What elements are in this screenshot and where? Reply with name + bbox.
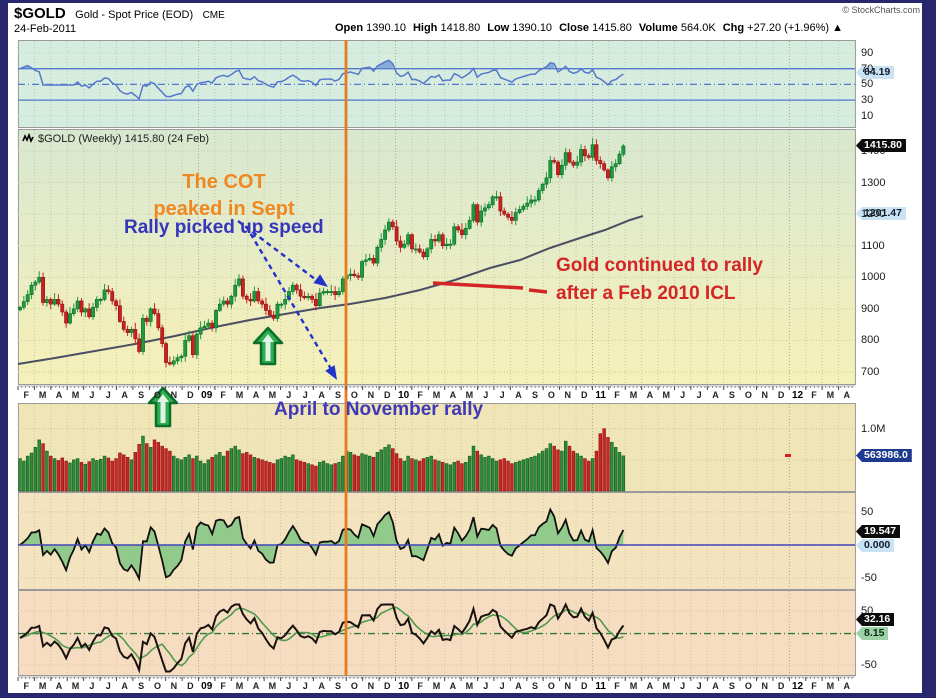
quote-value: 564.0K: [677, 22, 716, 34]
chart-style-icon: [22, 132, 34, 144]
axis-tick-label: 10: [861, 109, 874, 122]
price-panel-label-text: $GOLD (Weekly) 1415.80 (24 Feb): [38, 133, 209, 145]
axis-tick-label: 1100: [861, 239, 885, 252]
quote-label: Chg: [722, 22, 745, 34]
quote-label: Close: [559, 22, 590, 34]
axis-tick-label: 900: [861, 302, 880, 315]
axis-tick-label: 50: [861, 506, 874, 518]
rsi-panel: [18, 40, 856, 128]
axis-tick-label: 1200: [861, 208, 886, 221]
quote-bar: Open 1390.10 High 1418.80 Low 1390.10 Close…: [328, 22, 843, 34]
axis-tick-label: 30: [861, 94, 874, 107]
annotation-cot-line2: peaked in Sept: [153, 198, 295, 220]
ticker-symbol: $GOLD: [14, 5, 66, 22]
axis-tick-label: 1400: [861, 145, 886, 157]
annotation-cot-line1: The COT: [182, 171, 266, 193]
annotation-gold-rally: Gold continued to rally after a Feb 2010…: [556, 252, 763, 308]
exchange-label: CME: [202, 10, 225, 21]
axis-tick-label: -50: [861, 572, 877, 584]
quote-label: High: [412, 22, 438, 34]
annotation-cot: The COT peaked in Sept: [118, 169, 330, 223]
axis-tick-label: 50: [861, 78, 874, 91]
osc1-zero-badge: 0.000: [856, 539, 895, 552]
quote-value: 1390.10: [363, 22, 406, 34]
annotation-gold-rally-line1: Gold continued to rally: [556, 255, 763, 276]
chart-date: 24-Feb-2011: [14, 23, 77, 35]
quote-label: Low: [487, 22, 510, 34]
axis-tick-label: 1300: [861, 176, 886, 189]
axis-tick-label: -50: [861, 659, 877, 671]
quote-value: 1418.80: [437, 22, 481, 34]
axis-tick-label: 1000: [861, 271, 886, 284]
copyright: © StockCharts.com: [842, 5, 920, 15]
header-line: $GOLD Gold - Spot Price (EOD) CME: [14, 5, 225, 23]
moving-average-badge: 1201.47: [856, 207, 906, 220]
ticker-description: Gold - Spot Price (EOD): [75, 9, 194, 21]
axis-tick-label: 700: [861, 366, 880, 378]
quote-value: 1415.80: [589, 22, 632, 34]
axis-tick-label: 70: [861, 62, 874, 75]
annotation-rally-speed: Rally picked up speed: [124, 217, 324, 238]
last-price-badge: 1415.80: [856, 139, 906, 152]
osc1-value-badge: 19.547: [856, 525, 901, 538]
axis-tick-label: 1.0M: [861, 422, 886, 435]
annotation-april-november: April to November rally: [274, 399, 484, 420]
axis-tick-label: 800: [861, 334, 880, 347]
annotation-gold-rally-line2: after a Feb 2010 ICL: [556, 283, 736, 304]
axis-tick-label: 50: [861, 605, 874, 617]
quote-label: Volume: [638, 22, 678, 34]
quote-value: +27.20 (+1.96%) ▲: [744, 22, 844, 34]
price-panel-label: $GOLD (Weekly) 1415.80 (24 Feb): [22, 132, 209, 145]
quote-label: Open: [335, 22, 364, 34]
osc2-ref-badge: 8.15: [856, 627, 889, 640]
oscillator2-panel: [18, 590, 856, 676]
osc2-value-badge: 32.16: [856, 613, 895, 626]
rsi-value-badge: 64.19: [856, 66, 895, 79]
volume-value-badge: 563986.0: [856, 449, 912, 462]
quote-value: 1390.10: [509, 22, 553, 34]
oscillator1-panel: [18, 492, 856, 590]
axis-tick-label: 90: [861, 47, 874, 59]
